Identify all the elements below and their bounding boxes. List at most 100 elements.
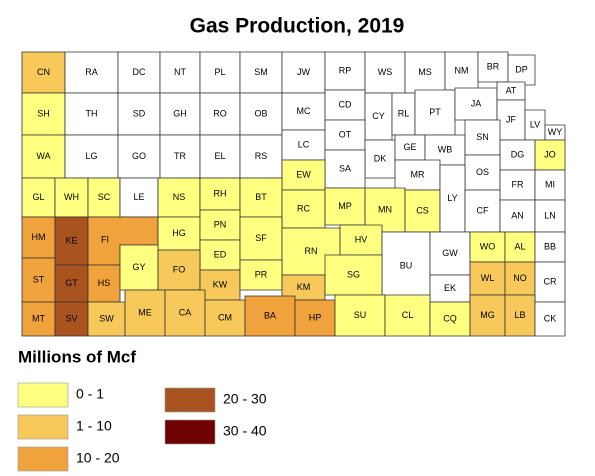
county-label: RL (398, 108, 410, 118)
county-label: CK (544, 313, 557, 323)
county-label: WY (548, 127, 563, 137)
legend-swatch (17, 382, 69, 408)
county-label: MG (480, 310, 495, 320)
county-label: CF (477, 205, 489, 215)
county-label: PR (255, 269, 268, 279)
county-label: MP (338, 201, 352, 211)
county-label: GE (403, 142, 416, 152)
county-label: HS (98, 278, 111, 288)
county-label: HV (355, 234, 368, 244)
county-label: NM (455, 65, 469, 75)
county-label: CD (339, 99, 352, 109)
county-label: SD (133, 108, 146, 118)
county-label: WL (481, 273, 495, 283)
county-label: JF (506, 114, 517, 124)
county-label: WB (438, 144, 453, 154)
county-label: LB (514, 310, 525, 320)
county-label: RN (305, 246, 318, 256)
county-label: RP (339, 65, 352, 75)
county-label: TH (86, 108, 98, 118)
county-label: DC (133, 67, 146, 77)
county-label: WH (64, 192, 79, 202)
county-label: EK (444, 283, 456, 293)
county-label: GO (132, 151, 146, 161)
legend-label: 30 - 40 (223, 423, 267, 439)
county-label: JW (297, 67, 311, 77)
county-label: CY (372, 111, 385, 121)
county-label: WO (480, 241, 496, 251)
county-label: EL (214, 151, 225, 161)
county-label: MC (297, 106, 311, 116)
county-label: ST (33, 274, 45, 284)
legend-title: Millions of Mcf (18, 347, 136, 366)
legend-label: 20 - 30 (223, 391, 267, 407)
county-label: LC (298, 139, 310, 149)
county-label: AL (514, 241, 525, 251)
county-shape (534, 301, 566, 337)
county-label: WA (36, 151, 50, 161)
county-label: MN (378, 204, 392, 214)
legend-swatch (164, 419, 216, 445)
county-label: OB (254, 108, 267, 118)
county-label: CL (402, 310, 414, 320)
county-label: RC (297, 203, 310, 213)
county-label: SF (255, 233, 267, 243)
county-label: ED (214, 249, 227, 259)
county-label: FR (512, 179, 524, 189)
county-label: LN (544, 210, 556, 220)
county-label: SW (99, 313, 114, 323)
county-label: KM (297, 282, 311, 292)
county-label: PN (214, 219, 227, 229)
county-label: DP (515, 64, 528, 74)
county-label: LE (133, 192, 144, 202)
county-label: MI (545, 179, 555, 189)
county-label: OS (476, 167, 489, 177)
county-label: KW (213, 279, 228, 289)
legend: 0 - 1 1 - 10 10 - 20 20 - 30 30 - 40 (17, 382, 267, 472)
county-label: AN (511, 210, 524, 220)
county-label: CM (218, 312, 232, 322)
county-label: RH (214, 188, 227, 198)
county-label: HM (32, 232, 46, 242)
counties: CN RA DC NT PL SM JW RP WS MS NM BR DP SH TH SD GH RO OB MC… (21, 51, 566, 337)
map-title: Gas Production, 2019 (190, 15, 405, 38)
county-label: MS (418, 67, 432, 77)
county-label: HP (309, 312, 322, 322)
county-label: JO (544, 149, 556, 159)
county-label: MR (411, 169, 425, 179)
county-label: BT (255, 192, 267, 202)
county-label: NS (173, 192, 186, 202)
county-label: OT (339, 129, 352, 139)
county-label: BA (264, 310, 276, 320)
county-label: LY (447, 193, 457, 203)
county-label: GT (65, 278, 78, 288)
legend-label: 10 - 20 (76, 450, 120, 466)
county-label: EW (296, 169, 311, 179)
county-shape (507, 54, 536, 86)
legend-swatch (17, 414, 69, 440)
county-label: CR (544, 276, 557, 286)
county-label: BU (400, 260, 413, 270)
county-label: SV (65, 313, 77, 323)
county-label: RS (255, 151, 268, 161)
county-label: BR (487, 61, 500, 71)
county-label: LG (85, 151, 97, 161)
county-label: NO (513, 273, 527, 283)
county-label: KE (65, 235, 77, 245)
county-label: RA (85, 67, 98, 77)
county-label: PL (214, 67, 225, 77)
county-label: WS (378, 67, 393, 77)
county-label: SU (354, 310, 367, 320)
county-label: DG (511, 149, 525, 159)
county-label: DK (374, 153, 387, 163)
county-label: PT (429, 107, 441, 117)
county-label: CQ (443, 313, 457, 323)
county-label: CN (37, 67, 50, 77)
county-label: SC (98, 192, 111, 202)
county-label: MT (32, 313, 45, 323)
county-label: SG (347, 269, 360, 279)
legend-label: 1 - 10 (76, 418, 112, 434)
county-label: SM (254, 67, 268, 77)
county-label: RO (213, 108, 227, 118)
